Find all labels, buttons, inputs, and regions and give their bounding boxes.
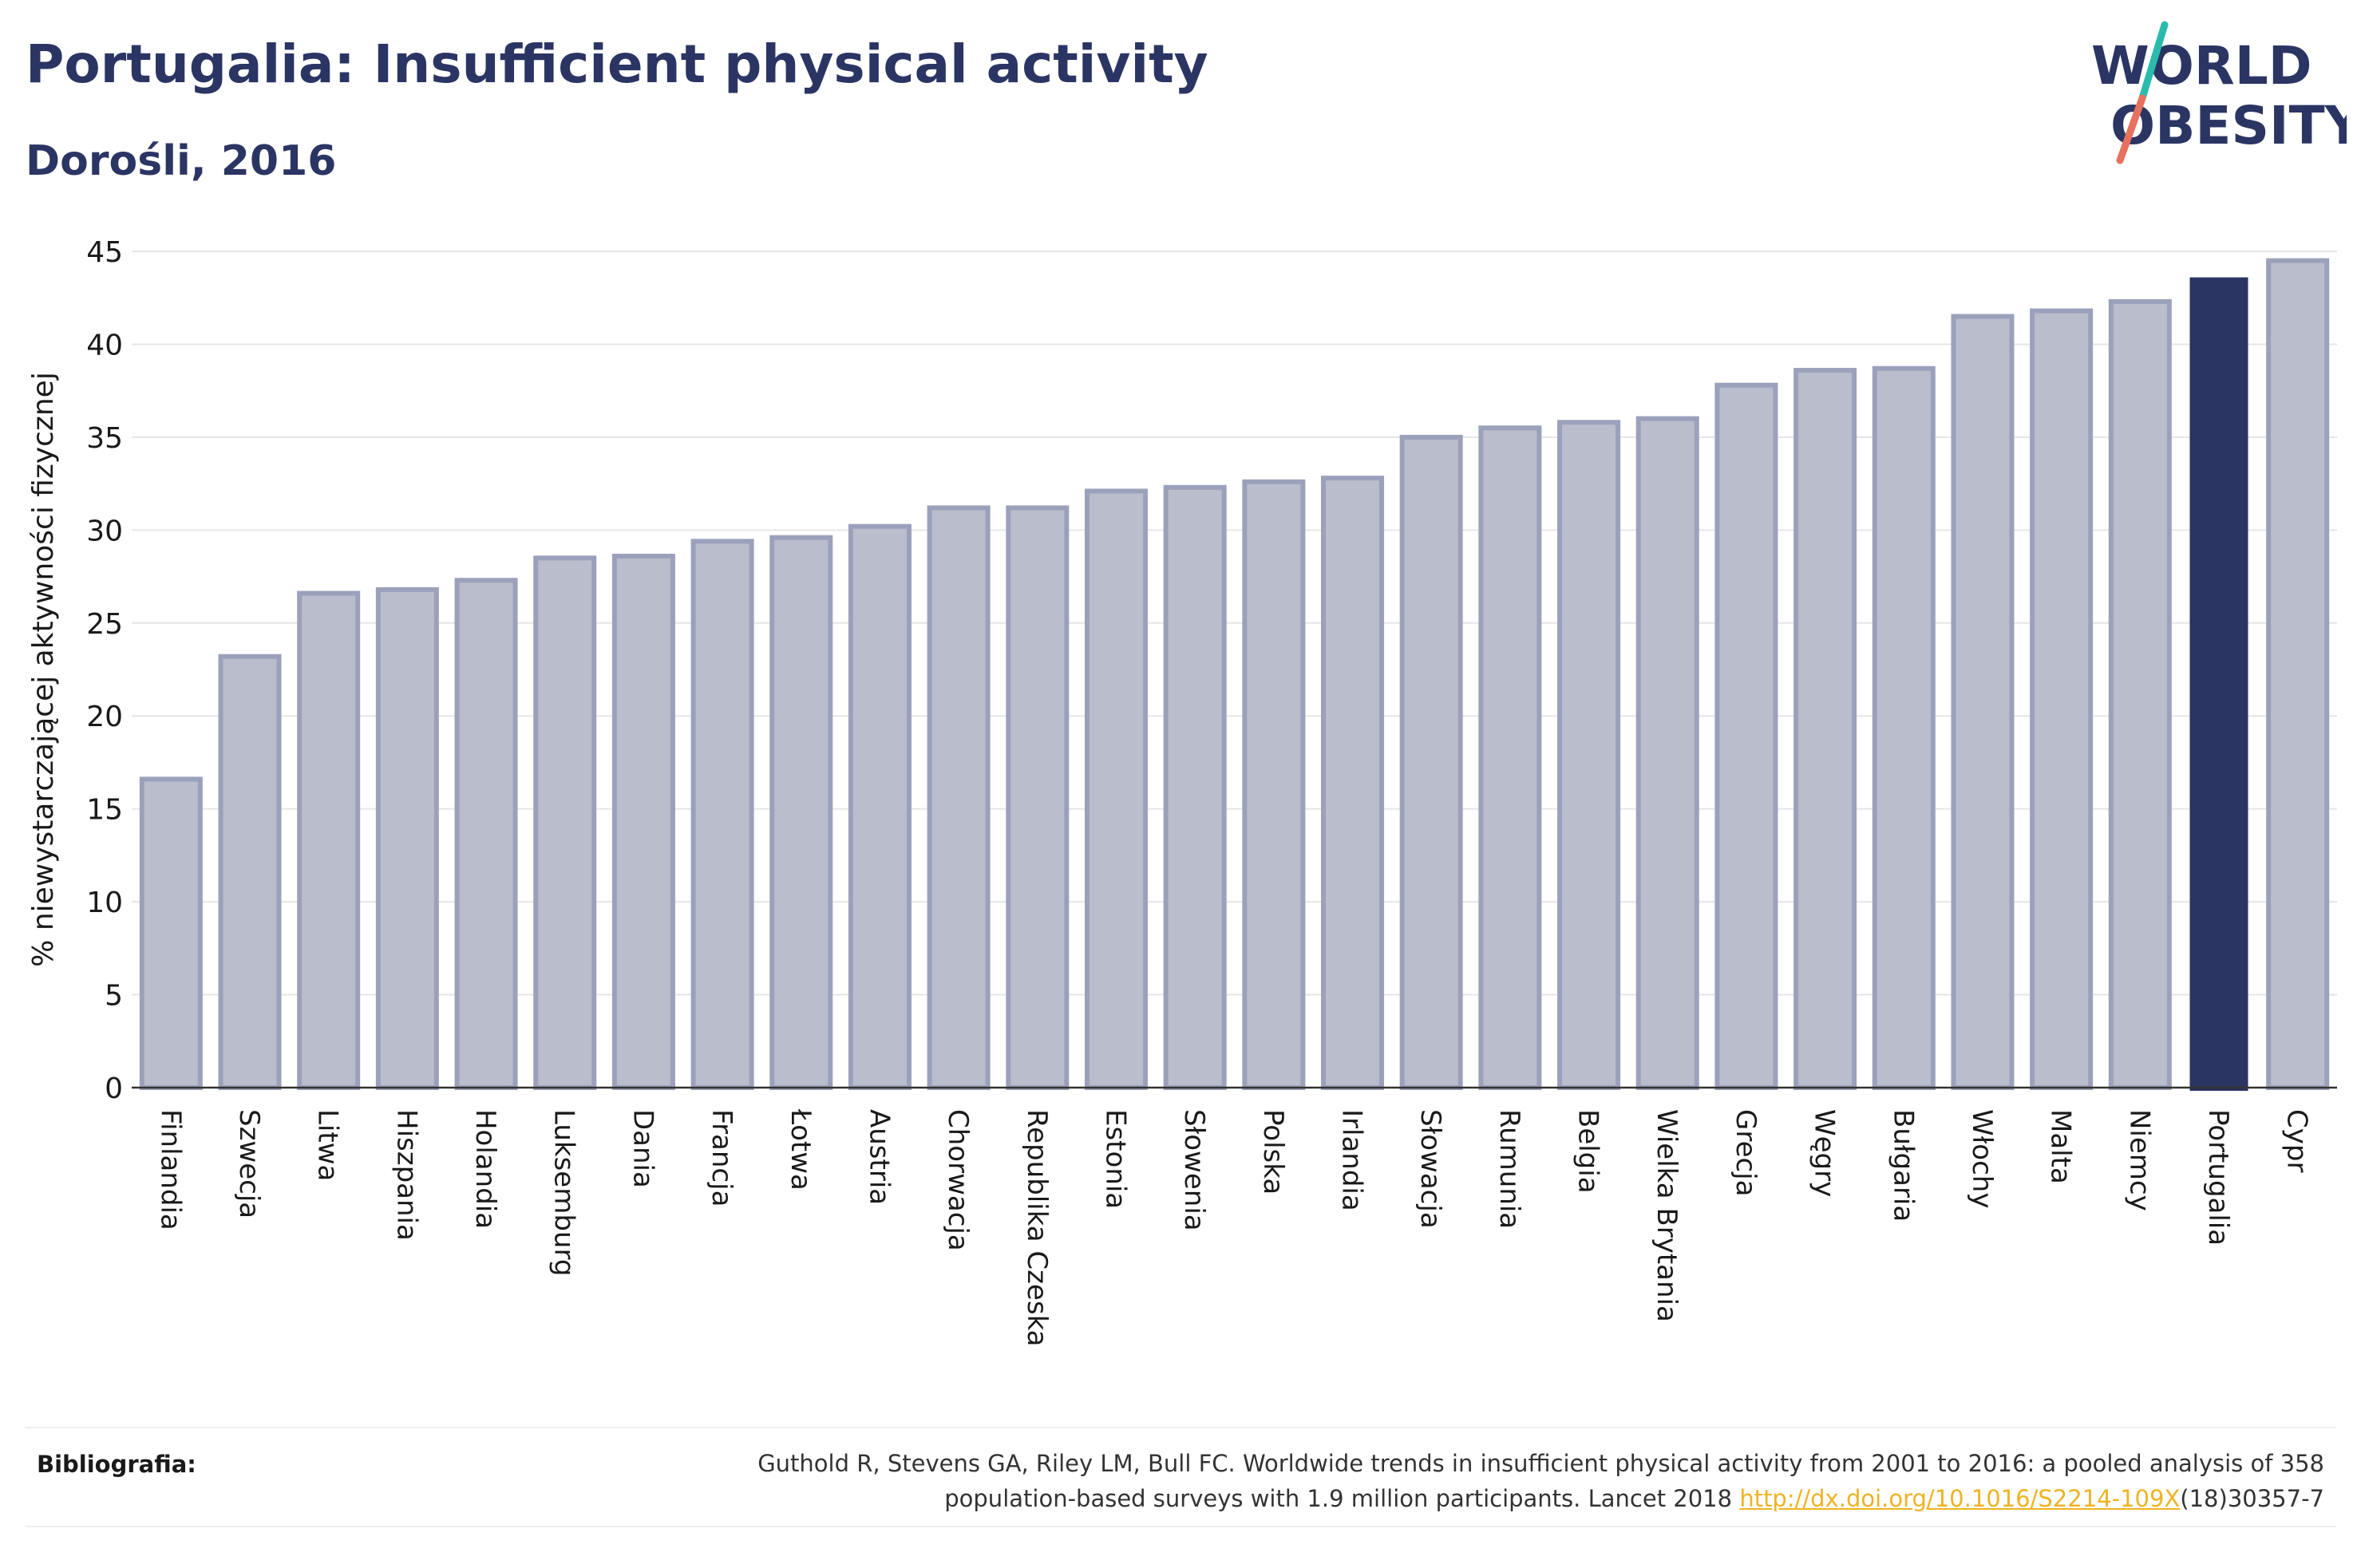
x-tick-label: Irlandia	[1336, 1109, 1368, 1211]
bar-chorwacja	[927, 505, 991, 1090]
bar-finlandia	[139, 776, 203, 1090]
x-tick-label: Portugalia	[2202, 1109, 2234, 1246]
bar-cypr	[2266, 258, 2330, 1091]
bar-irlandia	[1321, 476, 1385, 1090]
x-tick-label: Dania	[627, 1109, 658, 1188]
doi-link[interactable]: http://dx.doi.org/10.1016/S2214-109X	[1739, 1485, 2181, 1512]
bar-hiszpania	[375, 587, 439, 1090]
y-tick-label: 35	[86, 422, 123, 455]
bar-słowacja	[1399, 434, 1463, 1090]
bar-dania	[611, 553, 675, 1090]
bar-holandia	[454, 578, 518, 1090]
x-tick-label: Francja	[706, 1109, 738, 1207]
bar-wielka-brytania	[1635, 416, 1699, 1090]
x-tick-label: Węgry	[1809, 1109, 1841, 1197]
bibliography-text: Guthold R, Stevens GA, Riley LM, Bull FC…	[488, 1446, 2324, 1516]
x-tick-label: Wielka Brytania	[1651, 1109, 1683, 1322]
y-tick-label: 25	[86, 608, 123, 641]
x-tick-label: Słowenia	[1178, 1109, 1210, 1231]
x-tick-label: Chorwacja	[942, 1109, 974, 1251]
y-tick-label: 15	[86, 794, 123, 827]
x-tick-label: Cypr	[2281, 1109, 2313, 1172]
y-tick-label: 20	[86, 701, 123, 733]
bar-austria	[848, 523, 912, 1090]
bar-portugalia	[2189, 277, 2248, 1091]
y-tick-labels: 0 5 10 15 20 25 30 35 40 45	[86, 236, 123, 1105]
bar-estonia	[1084, 488, 1148, 1090]
y-tick-label: 5	[105, 980, 123, 1013]
x-tick-label: Litwa	[312, 1109, 344, 1181]
bar-grecja	[1714, 382, 1778, 1090]
chart-title: Portugalia: Insufficient physical activi…	[26, 34, 1208, 95]
x-tick-label: Luksemburg	[548, 1109, 580, 1276]
bar-belgia	[1557, 420, 1621, 1090]
logo-slash-bottom	[2116, 94, 2146, 164]
bar-malta	[2030, 308, 2094, 1091]
bar-węgry	[1793, 368, 1857, 1090]
bar-włochy	[1951, 314, 2015, 1090]
bibliography-line-2: population-based surveys with 1.9 millio…	[944, 1485, 1740, 1512]
chart-subtitle: Dorośli, 2016	[26, 137, 337, 185]
bibliography-line-2-suffix: (18)30357-7	[2180, 1485, 2324, 1512]
y-tick-label: 10	[86, 887, 123, 919]
x-tick-label: Włochy	[1966, 1109, 1998, 1208]
x-tick-label: Finlandia	[154, 1109, 186, 1230]
bar-francja	[690, 539, 754, 1090]
x-tick-label: Malta	[2045, 1109, 2077, 1184]
x-tick-label: Bułgaria	[1887, 1109, 1919, 1222]
y-tick-label: 30	[86, 515, 123, 547]
bar-chart: 0 5 10 15 20 25 30 35 40 45 Finlandia Szwecja Litwa…	[27, 236, 2337, 1347]
bar-litwa	[297, 590, 361, 1090]
x-tick-label: Grecja	[1730, 1109, 1762, 1196]
bar-rumunia	[1478, 425, 1542, 1090]
x-tick-label: Austria	[863, 1109, 895, 1205]
x-tick-labels: Finlandia Szwecja Litwa Hiszpania Holandia Lu…	[154, 1108, 2312, 1347]
bibliography-line-1: Guthold R, Stevens GA, Riley LM, Bull FC…	[757, 1450, 2324, 1477]
logo-text-world: WORLD	[2091, 35, 2312, 97]
logo-slash-top	[2138, 21, 2169, 102]
x-tick-label: Polska	[1257, 1109, 1289, 1195]
bar-niemcy	[2108, 298, 2172, 1090]
y-axis-title: % niewystarczającej aktywności fizycznej	[27, 372, 60, 967]
y-tick-label: 45	[86, 236, 123, 269]
x-tick-label: Holandia	[469, 1109, 501, 1229]
bibliography-label: Bibliografia:	[37, 1451, 196, 1478]
y-tick-label: 0	[105, 1072, 123, 1105]
footer-top-rule	[26, 1427, 2336, 1428]
bar-polska	[1242, 479, 1306, 1090]
bar-luksemburg	[533, 555, 597, 1090]
x-tick-label: Belgia	[1572, 1109, 1604, 1194]
x-tick-label: Estonia	[1099, 1109, 1131, 1209]
x-tick-label: Republika Czeska	[1021, 1109, 1053, 1347]
bar-republika-czeska	[1006, 505, 1070, 1090]
bar-łotwa	[769, 535, 833, 1090]
bar-bułgaria	[1872, 365, 1936, 1091]
x-tick-label: Szwecja	[233, 1109, 265, 1218]
world-obesity-logo: WORLD OBESITY	[2091, 21, 2347, 164]
logo-text-obesity: OBESITY	[2110, 95, 2347, 156]
bar-słowenia	[1163, 484, 1227, 1090]
y-tick-label: 40	[86, 329, 123, 361]
bar-layer	[139, 258, 2330, 1091]
x-tick-label: Rumunia	[1493, 1109, 1525, 1229]
x-tick-label: Łotwa	[785, 1108, 817, 1191]
bar-szwecja	[218, 654, 282, 1090]
x-tick-label: Słowacja	[1414, 1109, 1446, 1229]
footer-bottom-rule	[26, 1526, 2336, 1527]
x-tick-label: Hiszpania	[390, 1109, 422, 1241]
x-tick-label: Niemcy	[2123, 1109, 2155, 1211]
